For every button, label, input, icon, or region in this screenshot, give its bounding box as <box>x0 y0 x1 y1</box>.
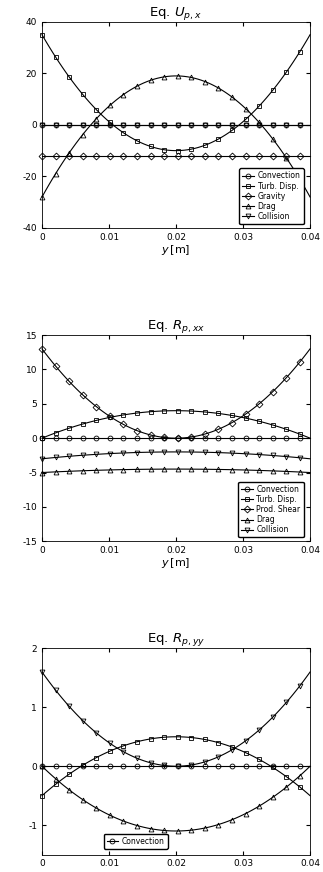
X-axis label: $y\,[\mathrm{m}]$: $y\,[\mathrm{m}]$ <box>162 556 191 570</box>
Legend: Convection, Turb. Disp., Prod. Shear, Drag, Collision: Convection, Turb. Disp., Prod. Shear, Dr… <box>238 481 304 537</box>
Legend: Convection, Turb. Disp., Gravity, Drag, Collision: Convection, Turb. Disp., Gravity, Drag, … <box>239 168 304 224</box>
Title: Eq. $R_{p,yy}$: Eq. $R_{p,yy}$ <box>147 631 205 649</box>
X-axis label: $y\,[\mathrm{m}]$: $y\,[\mathrm{m}]$ <box>162 243 191 257</box>
X-axis label: $y\,[\mathrm{m}]$: $y\,[\mathrm{m}]$ <box>162 869 191 872</box>
Title: Eq. $R_{p,xx}$: Eq. $R_{p,xx}$ <box>147 318 205 335</box>
Legend: Convection: Convection <box>104 834 168 848</box>
Title: Eq. $U_{p,x}$: Eq. $U_{p,x}$ <box>150 5 203 22</box>
